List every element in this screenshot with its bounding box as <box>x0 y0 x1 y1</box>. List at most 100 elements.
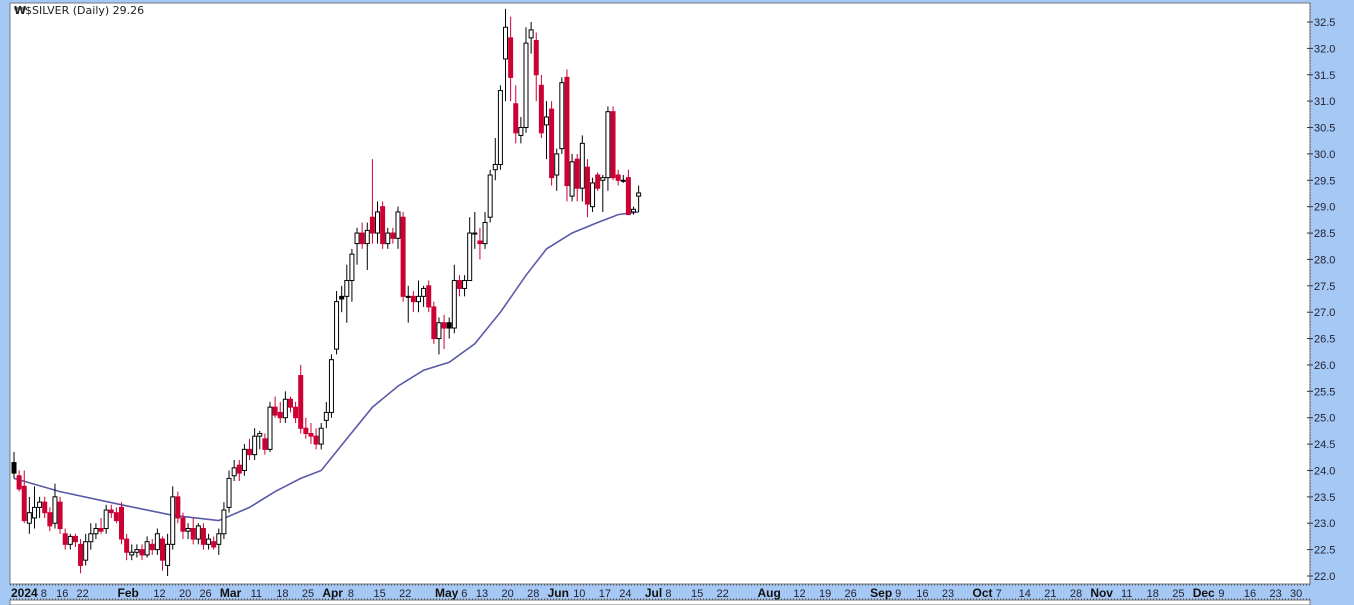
candle-body <box>395 211 401 239</box>
candle <box>52 483 58 529</box>
candle <box>31 486 37 529</box>
candle <box>139 544 145 561</box>
candle-body <box>88 533 94 543</box>
x-tick-label: 21 <box>1044 588 1056 600</box>
candle <box>154 528 160 555</box>
y-tick-label: 29.0 <box>1314 202 1335 214</box>
candle <box>144 536 150 558</box>
x-tick-label: 28 <box>527 588 539 600</box>
candle <box>308 422 314 445</box>
candle <box>533 32 539 102</box>
candle <box>318 422 324 450</box>
candle <box>211 536 217 550</box>
candle-body <box>359 232 365 245</box>
candle <box>528 22 534 54</box>
candle-body <box>554 153 560 176</box>
y-tick-label: 23.0 <box>1314 518 1335 530</box>
x-tick-label: 28 <box>1070 588 1082 600</box>
candle-body <box>349 253 355 282</box>
y-tick-label: 29.5 <box>1314 175 1335 187</box>
candle <box>400 211 406 302</box>
candle-body <box>354 232 360 245</box>
candle <box>221 502 227 540</box>
candle-body <box>451 280 457 329</box>
date-axis: 2024 8 16 22 Feb 12 20 26 Mar 11 18 25 Apr 8 15 22 May 6 1… <box>10 584 1310 600</box>
candle <box>620 175 626 183</box>
x-tick-label: May <box>435 586 459 600</box>
candle-body <box>149 543 155 551</box>
candle <box>78 539 84 574</box>
x-tick-label: 24 <box>619 588 631 600</box>
x-tick-label: 2024 <box>11 586 38 600</box>
x-tick-label: 11 <box>251 588 262 600</box>
candle <box>190 517 196 545</box>
x-tick-label: Feb <box>118 586 139 600</box>
candle <box>636 185 642 212</box>
candle <box>16 470 22 492</box>
candle <box>462 275 468 297</box>
y-tick-label: 24.0 <box>1314 465 1335 477</box>
candle-body <box>93 528 99 535</box>
y-tick-label: 32.5 <box>1314 17 1335 29</box>
candle <box>134 544 140 558</box>
candle <box>615 169 621 186</box>
plot-area <box>9 2 1311 585</box>
candle-body <box>226 477 232 508</box>
candle-body <box>159 538 165 561</box>
candle <box>236 459 242 482</box>
x-tick-label: 26 <box>199 588 211 600</box>
x-tick-label: 22 <box>717 588 729 600</box>
x-tick-label: 16 <box>916 588 928 600</box>
candle <box>523 27 529 133</box>
x-tick-label: 17 <box>599 588 611 600</box>
x-tick-label: Aug <box>758 586 781 600</box>
candle <box>119 502 125 545</box>
candle <box>282 391 288 423</box>
candle <box>129 544 135 561</box>
candle-body <box>497 90 503 165</box>
candle <box>298 364 304 434</box>
candle-body <box>287 398 293 408</box>
price-axis: 22.0 22.5 23.0 23.5 24.0 24.5 25.0 25.5 26.0 26.5… <box>1307 3 1335 584</box>
x-tick-label: 22 <box>399 588 411 600</box>
candle-body <box>154 533 160 551</box>
candle-body <box>569 161 575 197</box>
candle-body <box>139 549 145 556</box>
candle <box>226 470 232 513</box>
x-tick-label: 12 <box>793 588 805 600</box>
candle-body <box>636 192 642 197</box>
x-tick-label: 22 <box>77 588 89 600</box>
candle <box>37 496 43 518</box>
candle-body <box>103 509 109 530</box>
candle-body <box>262 438 268 450</box>
candle-body <box>119 506 125 540</box>
x-tick-label: 15 <box>691 588 703 600</box>
candle-body <box>252 435 258 456</box>
lower-panel-edge <box>9 599 1311 605</box>
candle-body <box>462 280 468 289</box>
candle <box>323 401 329 429</box>
candle-body <box>344 280 350 297</box>
candle-body <box>11 462 17 474</box>
candle-body <box>67 535 73 545</box>
candle-body <box>446 322 452 329</box>
candle-body <box>124 538 130 553</box>
x-tick-label: 6 <box>461 588 467 600</box>
x-tick-label: 16 <box>1244 588 1256 600</box>
candle-body <box>26 512 32 524</box>
candle-body <box>579 142 585 189</box>
candle-body <box>400 216 406 297</box>
candle <box>569 153 575 202</box>
candle <box>508 16 514 102</box>
candle-body <box>303 427 309 435</box>
candle <box>93 523 99 540</box>
candle-body <box>600 177 606 181</box>
candle <box>272 396 278 418</box>
candle-body <box>421 287 427 297</box>
candle-body <box>436 322 442 340</box>
candle <box>395 206 401 249</box>
candle-body <box>380 206 386 245</box>
candle <box>83 533 89 566</box>
candle-body <box>620 179 626 182</box>
